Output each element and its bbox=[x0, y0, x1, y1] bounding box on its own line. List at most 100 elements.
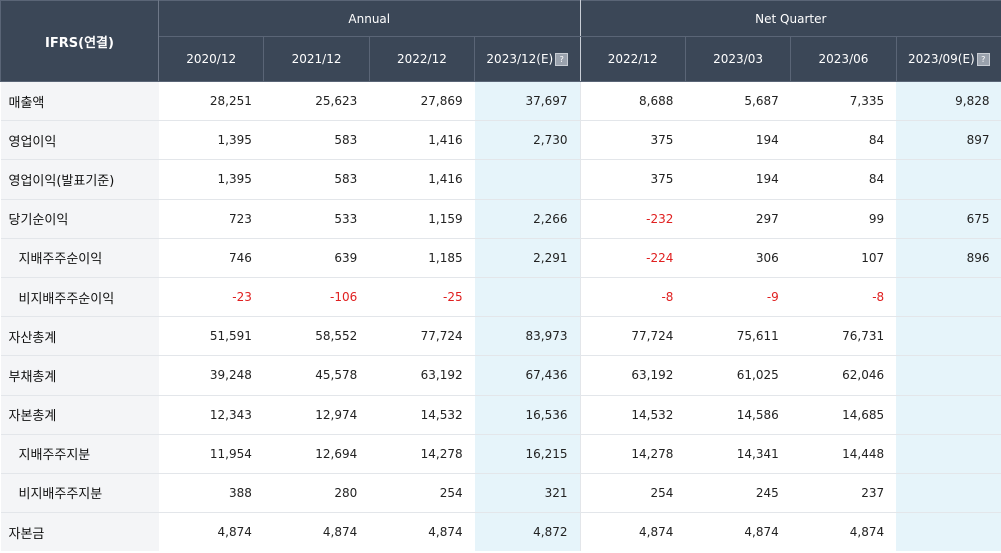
value-cell: 280 bbox=[263, 473, 370, 514]
value-cell bbox=[896, 277, 1001, 318]
value-cell bbox=[896, 434, 1001, 474]
table-row: 지배주주순이익 746 639 1,185 2,291 -224 306 107 896 bbox=[0, 238, 1001, 278]
value-cell: 4,874 bbox=[849, 525, 885, 540]
row-label: 비지배주주순이익 bbox=[0, 277, 159, 318]
value-cell: -23 bbox=[158, 277, 264, 318]
value-cell: 897 bbox=[896, 120, 1001, 161]
value-cell: 533 bbox=[263, 199, 370, 239]
row-label: 부채총계 bbox=[0, 355, 159, 396]
value-cell: 11,954 bbox=[158, 434, 264, 474]
table-row: 지배주주지분 11,954 12,694 14,278 16,215 14,278 14,3… bbox=[0, 434, 1001, 474]
value-cell: -8 bbox=[790, 277, 897, 318]
net-quarter-group-header: Net Quarter bbox=[579, 0, 1001, 37]
row-label: 당기순이익 bbox=[0, 199, 159, 239]
row-label: 자산총계 bbox=[0, 316, 159, 357]
table-row: 비지배주주지분 388 280 254 321 254 245 237 bbox=[0, 473, 1001, 514]
row-label: 지배주주지분 bbox=[0, 434, 159, 474]
value-cell: 63,192 bbox=[580, 355, 686, 396]
value-cell: 14,448 bbox=[790, 434, 897, 474]
value-cell: -232 bbox=[580, 199, 686, 239]
value-cell: 194 bbox=[685, 120, 791, 161]
period-header: 2020/12 bbox=[157, 36, 265, 82]
value-cell: 14,341 bbox=[685, 434, 791, 474]
value-cell: 12,343 bbox=[158, 395, 264, 435]
table-row: 비지배주주순이익 -23 -106 -25 -8 -9 -8 bbox=[0, 277, 1001, 318]
table-row: 자본총계 12,343 12,974 14,532 16,536 14,532 14,586… bbox=[0, 395, 1001, 435]
value-cell: 639 bbox=[263, 238, 370, 278]
value-cell: 583 bbox=[263, 159, 370, 200]
value-cell: -25 bbox=[369, 277, 475, 318]
row-label: 자본금 bbox=[0, 512, 159, 552]
value-cell: 245 bbox=[685, 473, 791, 514]
value-cell bbox=[896, 512, 1001, 552]
table-row: 당기순이익 723 533 1,159 2,266 -232 297 99 675 bbox=[0, 199, 1001, 239]
value-cell: 14,278 bbox=[580, 434, 686, 474]
value-cell: 723 bbox=[158, 199, 264, 239]
value-cell: -224 bbox=[580, 238, 686, 278]
value-cell: 4,874 bbox=[322, 525, 358, 540]
value-cell: 84 bbox=[790, 120, 897, 161]
value-cell: 583 bbox=[263, 120, 370, 161]
table-row: 자산총계 51,591 58,552 77,724 83,973 77,724 75,611… bbox=[0, 316, 1001, 357]
value-cell bbox=[896, 395, 1001, 435]
row-label: 영업이익(발표기준) bbox=[0, 159, 159, 200]
value-cell: -8 bbox=[580, 277, 686, 318]
value-cell: -9 bbox=[685, 277, 791, 318]
value-cell: 254 bbox=[580, 473, 686, 514]
value-cell: 746 bbox=[158, 238, 264, 278]
value-cell: 61,025 bbox=[685, 355, 791, 396]
value-cell: 4,874 bbox=[639, 525, 674, 540]
value-cell: 14,278 bbox=[369, 434, 475, 474]
annual-group-header: Annual bbox=[158, 0, 581, 37]
value-cell: 14,532 bbox=[369, 395, 475, 435]
value-cell: 8,688 bbox=[580, 81, 686, 122]
value-cell: 4,874 bbox=[428, 525, 463, 540]
value-cell: 2,266 bbox=[474, 199, 581, 239]
value-cell: 4,872 bbox=[474, 512, 581, 552]
value-cell: 4,874 bbox=[217, 525, 252, 540]
value-cell: 51,591 bbox=[158, 316, 264, 357]
value-cell bbox=[896, 159, 1001, 200]
period-header: 2023/06 bbox=[790, 36, 897, 82]
value-cell: 58,552 bbox=[263, 316, 370, 357]
period-header: 2021/12 bbox=[263, 36, 370, 82]
value-cell: 16,536 bbox=[474, 395, 581, 435]
value-cell: 76,731 bbox=[790, 316, 897, 357]
value-cell: 84 bbox=[790, 159, 897, 200]
value-cell: 4,874 bbox=[744, 525, 779, 540]
value-cell: 14,586 bbox=[685, 395, 791, 435]
value-cell: 5,687 bbox=[685, 81, 791, 122]
period-header-estimate: 2023/12(E)? bbox=[474, 36, 581, 82]
table-row: 자본금 4,874 4,874 4,874 4,872 4,874 4,874 4,874 bbox=[0, 512, 1001, 552]
value-cell: 16,215 bbox=[474, 434, 581, 474]
value-cell: 12,694 bbox=[263, 434, 370, 474]
table-row: 영업이익 1,395 583 1,416 2,730 375 194 84 897 bbox=[0, 120, 1001, 161]
value-cell: 306 bbox=[685, 238, 791, 278]
value-cell: 14,685 bbox=[790, 395, 897, 435]
value-cell bbox=[896, 316, 1001, 357]
value-cell: 375 bbox=[580, 120, 686, 161]
value-cell: 1,185 bbox=[369, 238, 475, 278]
value-cell: 388 bbox=[158, 473, 264, 514]
table-row: 영업이익(발표기준) 1,395 583 1,416 375 194 84 bbox=[0, 159, 1001, 200]
value-cell: 107 bbox=[790, 238, 897, 278]
value-cell: 99 bbox=[790, 199, 897, 239]
estimate-info-icon[interactable]: ? bbox=[976, 53, 990, 66]
value-cell: 39,248 bbox=[158, 355, 264, 396]
row-label: 매출액 bbox=[0, 81, 159, 122]
period-header-estimate: 2023/09(E)? bbox=[895, 36, 1001, 82]
row-label: 영업이익 bbox=[0, 120, 159, 161]
value-cell: 1,395 bbox=[158, 159, 264, 200]
value-cell: 1,159 bbox=[369, 199, 475, 239]
period-header: 2023/03 bbox=[684, 36, 792, 82]
value-cell: 12,974 bbox=[263, 395, 370, 435]
value-cell: 62,046 bbox=[790, 355, 897, 396]
value-cell bbox=[474, 277, 581, 318]
value-cell: 14,532 bbox=[580, 395, 686, 435]
estimate-info-icon[interactable]: ? bbox=[555, 53, 569, 66]
value-cell: 77,724 bbox=[369, 316, 475, 357]
row-label: 비지배주주지분 bbox=[0, 473, 159, 514]
period-header: 2022/12 bbox=[579, 36, 686, 82]
value-cell: 297 bbox=[685, 199, 791, 239]
